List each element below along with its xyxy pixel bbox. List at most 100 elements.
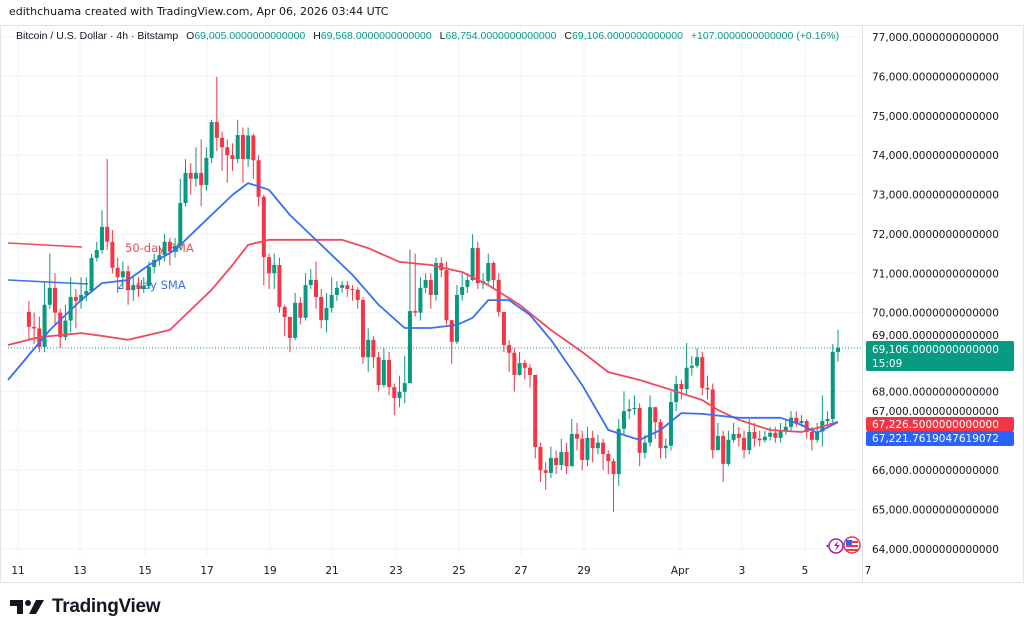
- candle-body: [110, 241, 115, 268]
- candle: [773, 426, 778, 443]
- high-value: 69,568.0000000000000: [320, 30, 432, 42]
- ohlc-low: L68,754.0000000000000: [440, 30, 557, 42]
- candle-body: [606, 454, 611, 462]
- candle: [721, 430, 726, 482]
- time-tick-label: 7: [865, 565, 872, 577]
- candle-body: [637, 407, 642, 453]
- candle: [783, 418, 788, 435]
- candle-body: [575, 433, 579, 439]
- candle: [261, 194, 266, 286]
- candle: [371, 336, 376, 368]
- candle: [606, 450, 611, 475]
- candle-body: [407, 311, 412, 384]
- candle-body: [522, 363, 527, 368]
- price-tick-label: 77,000.0000000000000: [872, 32, 999, 44]
- candle: [350, 285, 355, 301]
- candle-body: [783, 426, 788, 432]
- candle-body: [152, 259, 157, 267]
- candle: [491, 261, 496, 290]
- candle-body: [658, 422, 663, 449]
- candle-body: [89, 257, 94, 292]
- candle-body: [528, 367, 533, 375]
- candle-body: [742, 437, 747, 451]
- candle-body: [715, 435, 720, 451]
- candle-body: [721, 435, 726, 464]
- candle-body: [225, 147, 230, 156]
- candle-body: [53, 287, 57, 313]
- candle-body: [679, 383, 684, 390]
- time-axis[interactable]: 11 13 15 17 19 21 23 25 27 29 Apr 3 5 7: [11, 565, 871, 577]
- candle: [486, 253, 491, 286]
- time-tick-label: 11: [11, 565, 24, 577]
- candle: [324, 292, 329, 333]
- price-tick-label: 73,000.0000000000000: [872, 190, 999, 202]
- ohlc-open: O69,005.0000000000000: [186, 30, 305, 42]
- candle-body: [731, 433, 736, 440]
- chart-grid: [0, 25, 863, 582]
- candle-body: [830, 351, 835, 419]
- candle: [642, 434, 647, 459]
- last-price-value: 69,106.0000000000000: [872, 344, 999, 356]
- candle: [58, 308, 63, 349]
- tradingview-logo-icon: [10, 600, 44, 614]
- time-tick-label: 25: [452, 565, 465, 577]
- candle: [762, 430, 767, 443]
- candle-body: [491, 263, 496, 280]
- candle-body: [668, 402, 673, 446]
- candle: [757, 430, 762, 447]
- candle: [585, 426, 590, 467]
- candle: [533, 374, 538, 459]
- candle: [204, 147, 209, 191]
- candle-body: [517, 363, 522, 375]
- candle: [272, 253, 277, 290]
- candle: [726, 430, 731, 467]
- candle-body: [366, 339, 371, 358]
- candle: [235, 119, 240, 164]
- time-tick-label: 15: [138, 565, 151, 577]
- candle-body: [220, 137, 225, 148]
- events-icons[interactable]: [826, 536, 861, 554]
- candle-body: [162, 241, 167, 256]
- candle-body: [173, 245, 178, 252]
- candle-body: [199, 172, 204, 186]
- candle: [173, 237, 178, 258]
- candle-body: [700, 357, 705, 388]
- candle-body: [136, 285, 141, 290]
- candle: [188, 163, 193, 195]
- candle-body: [256, 160, 261, 197]
- candle-body: [449, 320, 454, 342]
- candle-body: [616, 428, 621, 475]
- candle: [465, 273, 470, 293]
- price-axis[interactable]: 77,000.0000000000000 76,000.0000000000000…: [872, 32, 999, 556]
- tradingview-logo[interactable]: TradingView: [10, 596, 161, 618]
- candle: [752, 422, 757, 447]
- candle-body: [444, 270, 449, 321]
- candle: [778, 422, 783, 443]
- symbol-title[interactable]: Bitcoin / U.S. Dollar · 4h · Bitstamp: [16, 30, 179, 42]
- price-tick-label: 69,000.0000000000000: [872, 330, 999, 342]
- candle-body: [423, 279, 428, 288]
- candle-body: [627, 409, 632, 412]
- candle: [366, 328, 371, 372]
- candle-body: [460, 287, 465, 295]
- candle: [157, 245, 162, 266]
- sma21-price-value: 67,221.7619047619072: [872, 433, 999, 445]
- sma50-price-box: [866, 417, 1014, 431]
- candle: [559, 438, 564, 471]
- candle: [136, 277, 141, 297]
- candle-body: [475, 248, 480, 284]
- price-tick-label: 67,000.0000000000000: [872, 406, 999, 418]
- candle-body: [825, 418, 830, 421]
- close-label: C: [564, 30, 572, 42]
- candle-body: [585, 437, 590, 460]
- candle-body: [674, 383, 679, 403]
- ohlc-close: C69,106.0000000000000: [564, 30, 683, 42]
- candle: [246, 127, 251, 167]
- candle-body: [178, 202, 183, 246]
- candle: [794, 411, 799, 427]
- candle-body: [564, 452, 569, 467]
- sma21-price-box: [866, 431, 1014, 446]
- candle-body: [543, 470, 548, 473]
- candle: [627, 399, 632, 419]
